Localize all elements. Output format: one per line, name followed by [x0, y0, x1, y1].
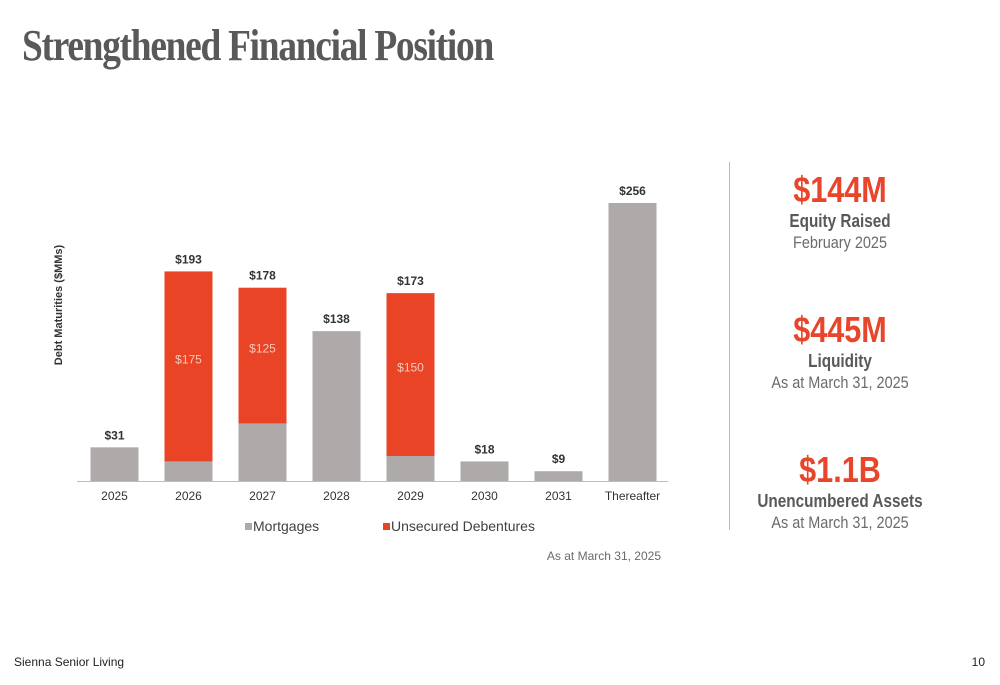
bar-unsecured-debentures	[386, 293, 435, 457]
total-label: $193	[175, 252, 202, 266]
x-tick-label: 2031	[545, 489, 572, 503]
x-tick-label: 2027	[249, 489, 276, 503]
stat-subtext: As at March 31, 2025	[771, 373, 909, 392]
x-tick-label: 2026	[175, 489, 202, 503]
total-label: $256	[619, 184, 646, 198]
stat-subtext: As at March 31, 2025	[771, 513, 909, 532]
bar-unsecured-debentures	[238, 287, 287, 424]
stat-value: $1.1B	[799, 449, 881, 490]
stat-label: Equity Raised	[789, 211, 891, 231]
stat-equity-raised: $144M Equity Raised February 2025	[740, 170, 940, 254]
vertical-divider	[729, 162, 730, 530]
legend-label: Unsecured Debentures	[391, 518, 535, 534]
stat-value: $144M	[793, 169, 887, 210]
stat-liquidity: $445M Liquidity As at March 31, 2025	[740, 310, 940, 394]
total-label: $9	[552, 452, 566, 466]
stat-label: Liquidity	[808, 351, 872, 371]
total-label: $178	[249, 269, 276, 283]
footer-company-name: Sienna Senior Living	[14, 655, 125, 669]
stat-unencumbered-assets: $1.1B Unencumbered Assets As at March 31…	[740, 450, 940, 534]
legend-swatch	[383, 523, 390, 530]
bar-mortgages	[608, 203, 657, 481]
bar-mortgages	[164, 461, 213, 481]
x-tick-label: 2025	[101, 489, 128, 503]
bar-mortgages	[90, 447, 139, 481]
x-tick-label: Thereafter	[605, 489, 660, 503]
bar-unsecured-debentures	[164, 271, 213, 462]
segment-label: $175	[175, 352, 202, 366]
total-label: $138	[323, 312, 350, 326]
bar-mortgages	[312, 331, 361, 481]
chart-note: As at March 31, 2025	[547, 549, 661, 563]
total-label: $31	[104, 428, 124, 442]
footer-page-number: 10	[971, 655, 985, 669]
legend-swatch	[245, 523, 252, 530]
x-tick-label: 2028	[323, 489, 350, 503]
bar-mortgages	[534, 471, 583, 481]
bar-mortgages	[238, 423, 287, 481]
debt-maturities-chart: Debt Maturities ($MMs) $31 2025 $175 $193 202…	[53, 184, 668, 563]
total-label: $173	[397, 274, 424, 288]
x-tick-label: 2030	[471, 489, 498, 503]
x-tick-label: 2029	[397, 489, 424, 503]
segment-label: $125	[249, 342, 276, 356]
legend-label: Mortgages	[253, 518, 319, 534]
total-label: $18	[474, 442, 494, 456]
bar-mortgages	[460, 461, 509, 481]
page-title: Strengthened Financial Position	[22, 21, 494, 70]
segment-label: $150	[397, 361, 424, 375]
stat-subtext: February 2025	[792, 233, 887, 252]
stat-value: $445M	[793, 309, 887, 350]
y-axis-title: Debt Maturities ($MMs)	[53, 244, 65, 365]
bar-mortgages	[386, 456, 435, 481]
stat-label: Unencumbered Assets	[757, 491, 923, 511]
